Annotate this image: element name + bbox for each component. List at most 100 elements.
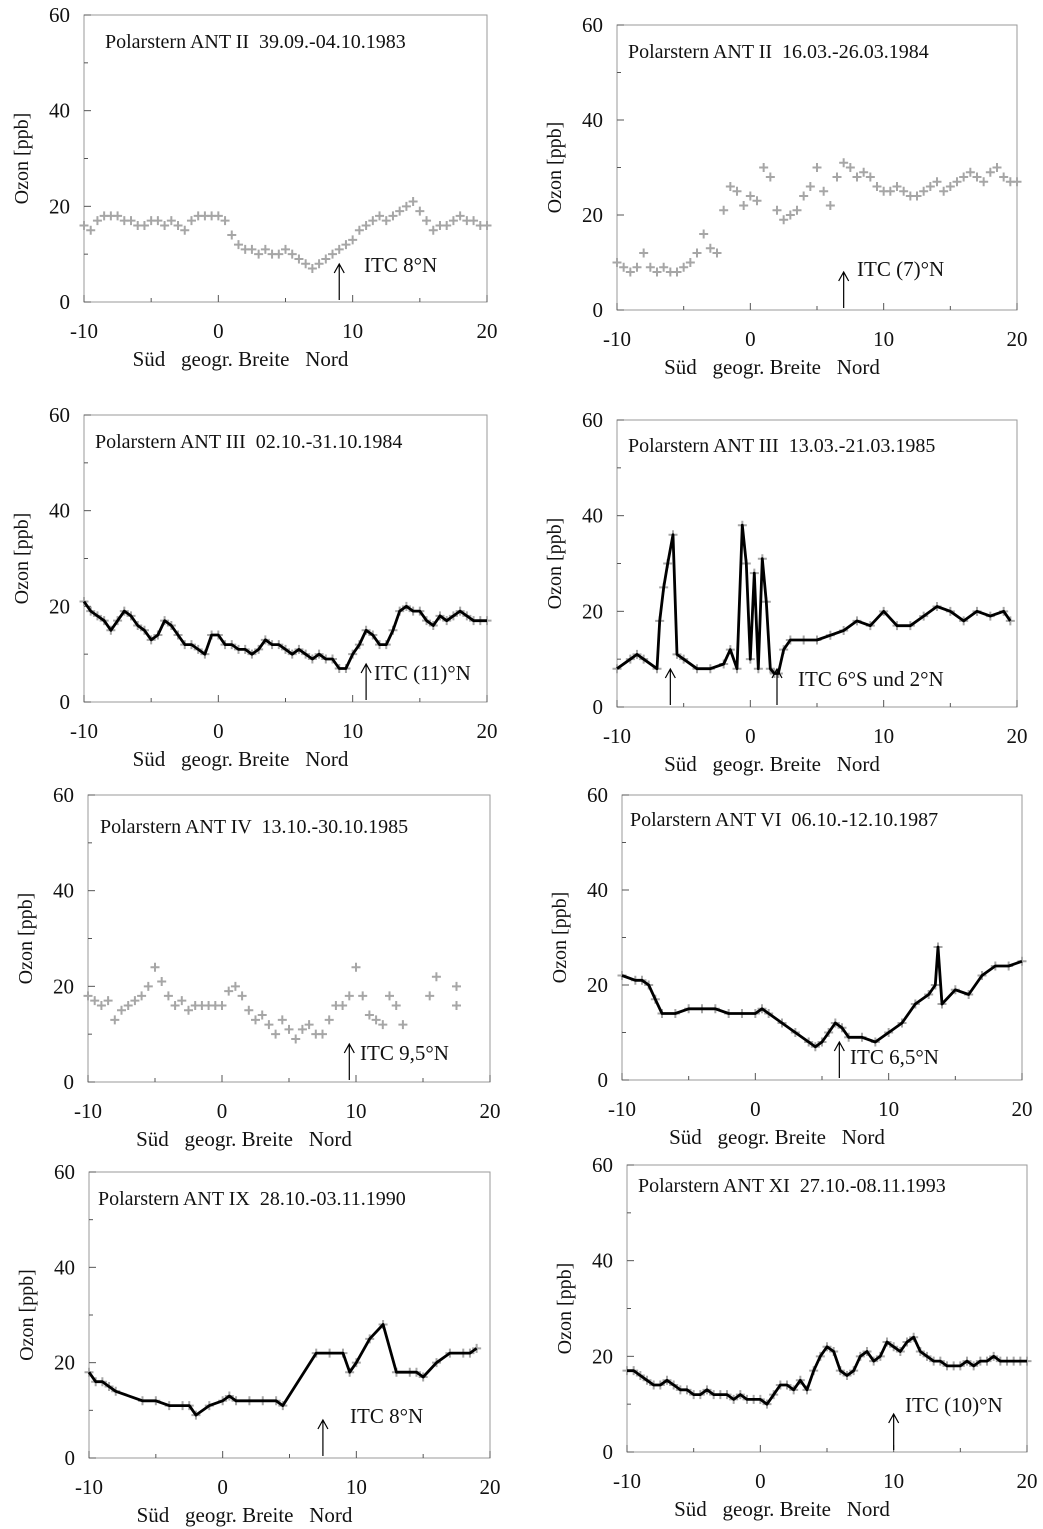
data-point [1012,177,1022,187]
y-tick-label: 20 [582,203,603,227]
data-point [959,172,969,182]
data-point [692,248,702,258]
data-point [103,996,113,1006]
itc-annotation: ITC 6°S und 2°N [798,667,944,691]
data-point [422,216,432,226]
data-point [334,244,344,254]
x-tick-label: -10 [613,1469,641,1493]
data-point [625,267,635,277]
y-tick-label: 0 [64,1070,75,1094]
chart-panel-ant-ii-1983: Polarstern ANT II 39.09.-04.10.1983 Ozon… [11,3,498,371]
data-point [153,216,163,226]
data-point [839,158,849,168]
x-tick-label: -10 [608,1097,636,1121]
x-tick-label: 20 [477,319,498,343]
y-tick-label: 0 [603,1440,614,1464]
data-point [177,996,187,1006]
data-point [371,1015,381,1025]
chart-title: Polarstern ANT IX 28.10.-03.11.1990 [98,1188,406,1210]
chart-title: Polarstern ANT III 02.10.-31.10.1984 [95,431,402,453]
chart-title: Polarstern ANT III 13.03.-21.03.1985 [628,435,935,457]
x-tick-label: 10 [342,319,363,343]
data-point [297,1024,307,1034]
data-point [401,201,411,211]
x-tick-label: 20 [480,1475,501,1499]
data-point [415,206,425,216]
data-point [945,182,955,191]
data-point [281,244,290,254]
itc-annotation: ITC (10)°N [905,1393,1003,1417]
data-point [732,186,742,196]
data-point [186,216,196,226]
data-point [408,197,418,207]
x-tick-label: 20 [480,1099,501,1123]
data-point [699,229,709,239]
data-point [428,225,438,235]
x-tick-label: 0 [217,1475,228,1499]
data-point [180,225,190,235]
y-tick-label: 20 [49,194,70,218]
x-tick-label: 10 [873,724,894,748]
data-point [110,1015,120,1025]
itc-arrow-icon [838,270,850,308]
y-tick-label: 60 [49,403,70,427]
data-point [251,1015,260,1025]
data-point [792,205,802,215]
data-point [785,210,795,220]
data-point [364,1010,374,1020]
data-point [448,216,458,226]
x-tick-label: 20 [1012,1097,1033,1121]
y-tick-label: 40 [49,99,70,123]
data-point [301,259,311,269]
itc-arrow-icon [888,1412,900,1450]
x-tick-label: 10 [346,1475,367,1499]
series-line [616,523,1012,675]
x-axis-label: Süd geogr. Breite Nord [664,355,880,379]
y-axis-label: Ozon [ppb] [11,113,33,205]
data-point [321,254,331,264]
x-tick-label: -10 [70,319,98,343]
data-point [865,172,875,182]
data-point [859,167,869,177]
data-point [307,264,317,274]
data-point [348,235,358,245]
x-tick-label: -10 [74,1099,102,1123]
data-point [965,167,975,177]
series-line [87,1323,478,1417]
data-point [398,1020,408,1030]
y-tick-label: 60 [582,13,603,37]
data-point [385,991,394,1001]
data-point [725,182,735,191]
x-tick-label: 10 [873,327,894,351]
data-point [765,172,775,182]
data-point [391,1000,401,1010]
data-point [482,220,492,230]
data-point [799,191,809,201]
data-point [388,211,398,221]
data-point [805,182,815,191]
data-point [992,163,1002,172]
y-tick-label: 20 [49,594,70,618]
y-tick-label: 0 [593,695,604,719]
data-point [139,220,149,230]
data-point [779,215,789,225]
y-tick-label: 20 [592,1344,613,1368]
chart-panel-ant-iv-1985: Polarstern ANT IV 13.10.-30.10.1985 Ozon… [15,783,501,1151]
data-point [472,1343,482,1353]
data-point [213,211,223,221]
chart-panel-ant-ix-1990: Polarstern ANT IX 28.10.-03.11.1990 Ozon… [16,1160,501,1527]
data-point [442,220,452,230]
plot-frame [83,414,488,703]
data-point [612,258,622,267]
y-tick-label: 20 [587,973,608,997]
data-point [378,1020,388,1030]
x-axis-label: Süd geogr. Breite Nord [137,1503,353,1527]
data-point [395,206,405,216]
data-point [79,220,89,230]
data-point [96,1000,106,1010]
data-point [284,1024,294,1034]
x-axis-label: Süd geogr. Breite Nord [664,752,880,776]
series-line [621,945,1023,1049]
data-point [819,186,829,196]
data-point [979,177,989,187]
